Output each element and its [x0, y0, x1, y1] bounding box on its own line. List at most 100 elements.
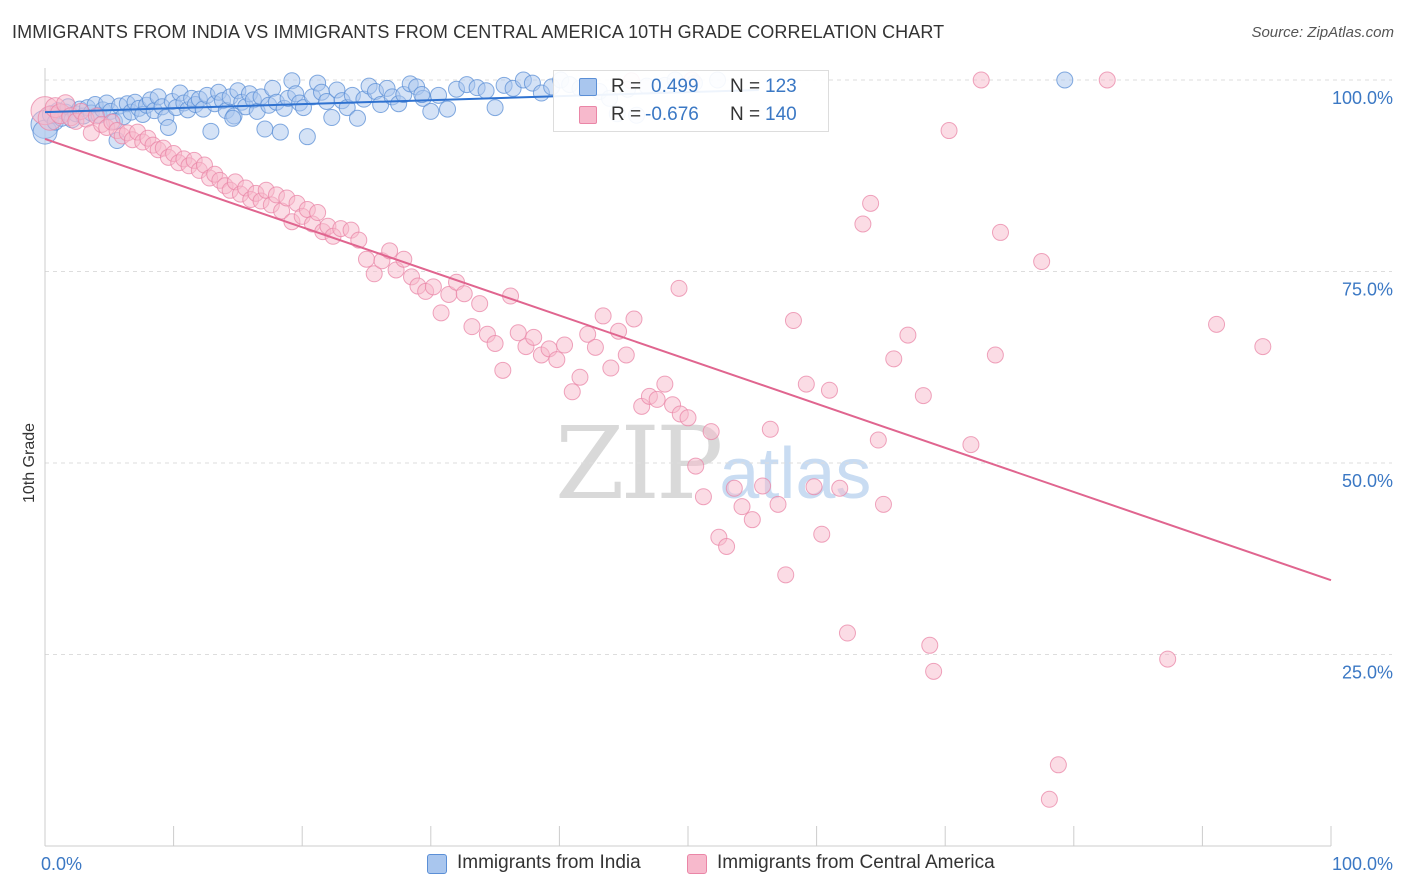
central-r-label: R =	[611, 104, 642, 125]
central-america-point	[424, 278, 442, 296]
y-tick-label: 25.0%	[1342, 663, 1393, 683]
central-america-point	[702, 423, 720, 441]
central-america-point	[563, 383, 581, 401]
central-america-point	[962, 436, 980, 454]
central-america-point	[1208, 315, 1226, 333]
central-america-point	[1159, 650, 1177, 668]
central-america-point	[455, 285, 473, 303]
central-america-point	[586, 338, 604, 356]
central-america-point	[718, 537, 736, 555]
central-america-point	[358, 250, 375, 268]
central-america-point	[571, 368, 589, 386]
india-point	[298, 128, 316, 146]
central-america-point	[972, 71, 990, 89]
bottom-india-label: Immigrants from India	[457, 852, 641, 873]
central-america-series	[30, 71, 1272, 808]
india-point	[477, 82, 495, 100]
central-r-value: -0.676	[645, 104, 699, 125]
central-america-point	[743, 511, 761, 529]
central-america-point	[914, 387, 932, 405]
india-point	[413, 86, 431, 104]
india-point	[439, 100, 457, 118]
central-america-point	[831, 479, 849, 497]
y-tick-label: 75.0%	[1342, 280, 1393, 300]
central-america-point	[670, 279, 688, 297]
central-america-point	[885, 350, 903, 368]
central-america-point	[656, 375, 674, 393]
central-america-point	[921, 636, 939, 654]
central-america-point	[471, 295, 489, 313]
central-america-point	[862, 194, 880, 212]
india-point	[256, 120, 274, 138]
india-point	[159, 118, 177, 136]
central-america-point	[991, 223, 1009, 241]
central-america-point	[777, 566, 795, 584]
india-r-value: 0.499	[651, 76, 699, 97]
central-america-point	[925, 662, 943, 680]
india-r-label: R =	[611, 76, 642, 97]
central-america-point	[594, 307, 612, 325]
central-america-point	[1040, 790, 1058, 808]
central-america-point	[754, 477, 772, 495]
legend-row-india: R = 0.499 N = 123	[554, 73, 828, 101]
central-america-point	[1098, 71, 1116, 89]
central-swatch	[579, 106, 597, 124]
y-tick-label: 50.0%	[1342, 471, 1393, 491]
source-credit: Source: ZipAtlas.com	[1251, 24, 1394, 41]
central-america-point	[940, 122, 958, 140]
central-america-point	[648, 390, 666, 408]
central-america-point	[309, 204, 327, 222]
central-america-point	[625, 310, 643, 328]
central-america-point	[1033, 253, 1051, 271]
central-america-point	[761, 420, 779, 438]
central-america-point	[548, 351, 566, 369]
india-series	[30, 71, 1074, 150]
central-america-point	[350, 231, 368, 249]
central-america-point	[874, 495, 892, 513]
india-swatch	[579, 78, 597, 96]
central-america-point	[602, 359, 620, 377]
india-point	[224, 109, 242, 127]
central-america-point	[617, 346, 635, 364]
central-america-point	[986, 346, 1004, 364]
bottom-central-label: Immigrants from Central America	[717, 852, 995, 873]
central-america-point	[854, 215, 872, 233]
central-america-point	[679, 409, 697, 427]
central-america-trend-line	[44, 138, 1332, 582]
central-america-point	[687, 457, 705, 475]
y-tick-label: 100.0%	[1332, 88, 1393, 108]
central-america-point	[838, 624, 856, 642]
axes	[44, 68, 1332, 847]
stats-legend: R = 0.499 N = 123 R = -0.676 N = 140	[553, 70, 829, 132]
central-america-point	[365, 265, 383, 283]
central-america-point	[813, 525, 831, 543]
india-point	[202, 122, 220, 140]
legend-row-central: R = -0.676 N = 140	[554, 101, 828, 129]
india-point	[348, 109, 366, 127]
bottom-central-swatch	[687, 854, 707, 874]
india-n-label: N =	[730, 76, 761, 97]
central-america-point	[486, 335, 504, 353]
grid-lines	[45, 79, 1392, 655]
x-tick-label: 100.0%	[1332, 854, 1393, 874]
bottom-india-swatch	[427, 854, 447, 874]
central-n-value: 140	[765, 104, 797, 125]
central-america-point	[805, 478, 823, 496]
central-america-point	[694, 488, 712, 506]
central-america-point	[494, 361, 512, 379]
central-america-point	[733, 498, 751, 516]
central-america-point	[509, 324, 527, 342]
india-point	[422, 102, 440, 120]
central-america-point	[820, 381, 838, 399]
central-america-point	[579, 325, 597, 343]
central-america-point	[725, 479, 743, 497]
central-america-point	[869, 431, 887, 449]
central-america-point	[463, 318, 481, 336]
y-axis-label: 10th Grade	[21, 423, 38, 503]
trend-lines	[44, 88, 1332, 582]
central-america-point	[556, 336, 574, 354]
central-america-point	[1049, 756, 1067, 774]
central-america-point	[432, 304, 450, 322]
india-point	[323, 109, 341, 127]
